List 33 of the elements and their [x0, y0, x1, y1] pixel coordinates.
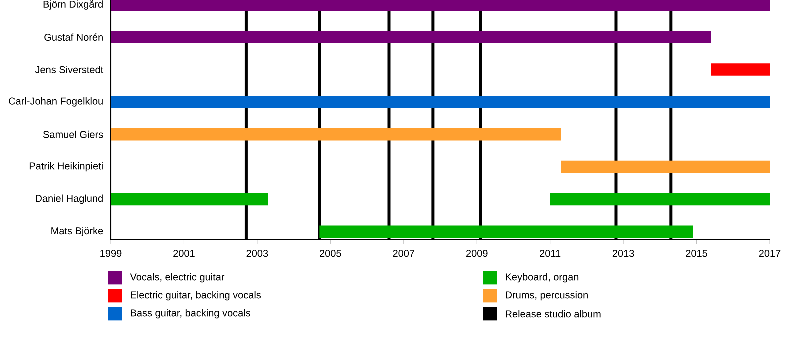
y-tick-label: Patrik Heikinpieti: [30, 162, 103, 172]
y-tick-label: Gustaf Norén: [44, 34, 103, 42]
legend-label: Keyboard, organ: [506, 273, 579, 283]
bar: [711, 64, 770, 76]
legend-label: Bass guitar, backing vocals: [131, 309, 251, 319]
bar: [561, 160, 770, 174]
y-tick-label: Jens Siverstedt: [35, 66, 104, 74]
y-tick-label: Daniel Haglund: [36, 194, 103, 204]
y-tick-label: Samuel Giers: [44, 130, 104, 138]
bar: [111, 31, 712, 44]
bar: [111, 128, 562, 141]
legend-label: Vocals, electric guitar: [130, 273, 225, 283]
bar: [111, 0, 770, 12]
x-tick-label: 2005: [320, 250, 342, 258]
x-tick-label: 2017: [759, 250, 781, 258]
x-tick-label: 2003: [246, 250, 268, 258]
legend-label: Electric guitar, backing vocals: [131, 291, 262, 301]
bar: [550, 193, 770, 206]
x-tick-label: 2007: [393, 250, 415, 258]
y-tick-label: Carl-Johan Fogelklou: [9, 98, 103, 107]
legend-label: Drums, percussion: [506, 291, 588, 301]
bar: [320, 226, 694, 238]
y-tick-label: Björn Dixgård: [44, 0, 103, 10]
x-tick-label: 2009: [466, 250, 488, 258]
x-tick-label: 2001: [174, 250, 195, 258]
x-tick-label: 2015: [686, 250, 708, 258]
bar: [111, 193, 268, 206]
y-tick-label: Mats Björke: [52, 227, 104, 237]
x-tick-label: 2011: [540, 250, 561, 258]
x-tick-label: 2013: [612, 250, 634, 258]
legend-label: Release studio album: [506, 310, 601, 318]
x-tick-label: 1999: [100, 250, 122, 258]
bar: [111, 96, 770, 108]
